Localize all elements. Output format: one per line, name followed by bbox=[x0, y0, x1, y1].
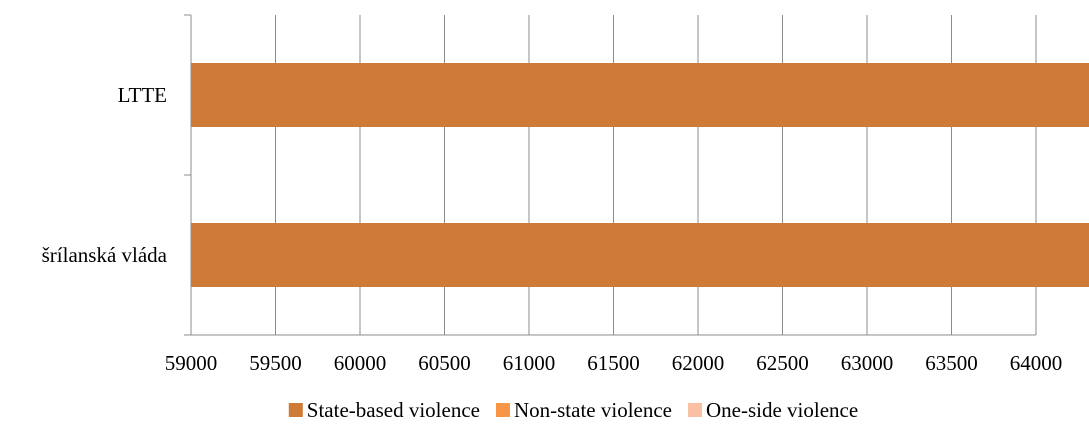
legend-swatch bbox=[688, 403, 703, 417]
x-tick-label: 59500 bbox=[249, 351, 302, 375]
y-category-label: šrílanská vláda bbox=[42, 243, 168, 267]
legend-swatch bbox=[288, 403, 303, 417]
y-axis: LTTE šrílanská vláda bbox=[42, 14, 192, 336]
bar-segment bbox=[191, 63, 1089, 127]
x-tick-label: 60500 bbox=[418, 351, 471, 375]
x-tick-label: 63500 bbox=[925, 351, 978, 375]
y-category-label: LTTE bbox=[118, 83, 167, 107]
x-tick-label: 64000 bbox=[1010, 351, 1063, 375]
legend-label: Non-state violence bbox=[514, 398, 672, 422]
x-axis: 59000 59500 60000 60500 61000 61500 62000 62500… bbox=[165, 334, 1063, 375]
x-tick-label: 62000 bbox=[672, 351, 725, 375]
x-tick-label: 63000 bbox=[841, 351, 894, 375]
bar-segment bbox=[191, 223, 1089, 287]
legend-label: State-based violence bbox=[307, 398, 480, 422]
x-tick-label: 62500 bbox=[756, 351, 809, 375]
legend: State-based violence Non-state violence On… bbox=[288, 398, 858, 422]
x-tick-label: 59000 bbox=[165, 351, 218, 375]
legend-swatch bbox=[495, 403, 510, 417]
x-tick-label: 61500 bbox=[587, 351, 640, 375]
bars bbox=[191, 63, 1089, 287]
legend-label: One-side violence bbox=[706, 398, 858, 422]
x-tick-label: 60000 bbox=[334, 351, 387, 375]
x-tick-label: 61000 bbox=[503, 351, 556, 375]
